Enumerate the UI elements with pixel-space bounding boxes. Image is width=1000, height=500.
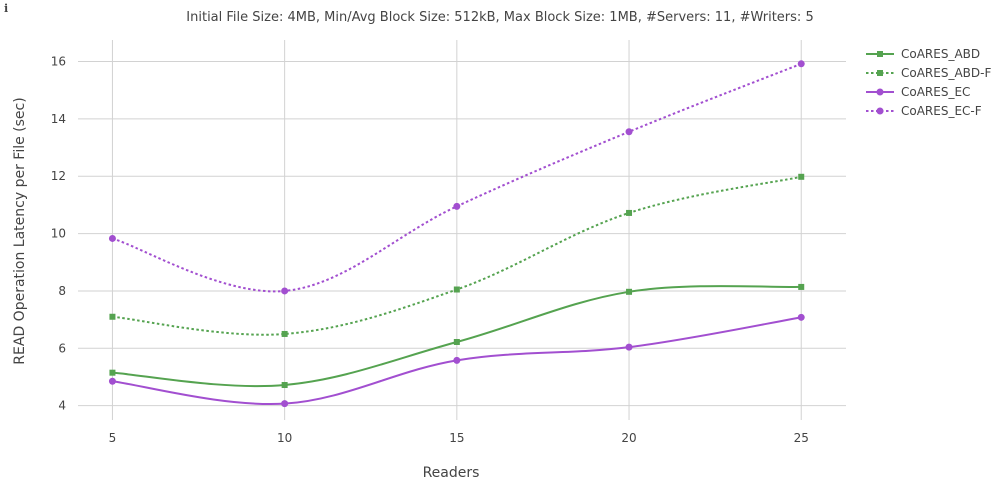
data-point [797,313,805,321]
series-coares-ec-f [108,60,805,295]
data-point [625,128,633,136]
legend[interactable]: CoARES_ABD CoARES_ABD-F CoARES_EC CoARES_EC… [866,47,991,118]
x-tick-label: 5 [109,431,117,445]
data-point [281,287,289,295]
x-axis-title: Readers [423,465,480,481]
legend-item-coares-ec[interactable]: CoARES_EC [866,85,970,99]
data-point [625,343,633,351]
legend-label: CoARES_ABD [901,47,980,61]
legend-label: CoARES_EC [901,85,970,99]
series-lines [108,60,805,408]
y-tick-label: 12 [51,169,66,183]
data-point [453,338,460,345]
data-point [108,377,116,385]
x-tick-label: 15 [449,431,464,445]
data-point [798,283,805,290]
data-point [797,60,805,68]
x-tick-label: 20 [621,431,636,445]
data-point [798,173,805,180]
axes: 5 10 15 20 25 4 6 8 10 12 14 16 [51,55,809,445]
data-point [281,400,289,408]
y-axis-title: READ Operation Latency per File (sec) [12,97,28,364]
grid [78,40,846,420]
y-tick-label: 16 [51,55,66,69]
chart-title: Initial File Size: 4MB, Min/Avg Block Si… [186,10,813,25]
x-tick-label: 10 [277,431,292,445]
data-point [453,286,460,293]
data-point [626,209,633,216]
data-point [109,313,116,320]
data-point [453,356,461,364]
y-tick-label: 10 [51,227,66,241]
legend-marker [876,107,884,115]
y-tick-label: 8 [58,284,66,298]
data-point [626,288,633,295]
legend-marker [876,88,884,96]
legend-item-coares-ec-f[interactable]: CoARES_EC-F [866,104,982,118]
x-tick-label: 25 [794,431,809,445]
data-point [109,369,116,376]
series-coares-abd-f [109,173,805,337]
series-coares-abd [109,283,805,389]
legend-marker [877,70,883,76]
y-tick-label: 6 [58,341,66,355]
legend-item-coares-abd-f[interactable]: CoARES_ABD-F [866,66,991,80]
data-point [281,382,288,389]
info-icon[interactable]: i [4,2,9,15]
legend-label: CoARES_EC-F [901,104,982,118]
legend-marker [877,51,883,57]
data-point [108,234,116,242]
series-coares-ec [108,313,805,408]
legend-label: CoARES_ABD-F [901,66,991,80]
y-tick-label: 14 [51,112,66,126]
data-point [281,330,288,337]
data-point [453,202,461,210]
y-tick-label: 4 [58,399,66,413]
legend-item-coares-abd[interactable]: CoARES_ABD [866,47,980,61]
